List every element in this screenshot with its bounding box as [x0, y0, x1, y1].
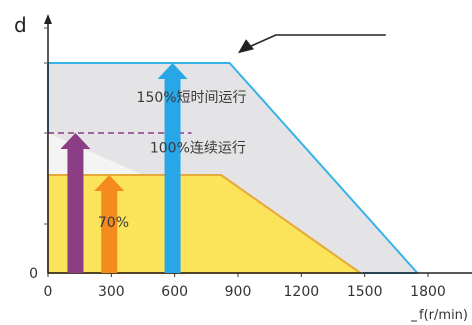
arrow-blue-head [157, 63, 188, 79]
x-tick-label-2: 600 [161, 284, 188, 300]
x-tick-label-3: 900 [225, 284, 252, 300]
callout-arrowhead [238, 39, 254, 54]
x-axis-title: f(r/min) [419, 308, 468, 323]
label-70: 70% [98, 215, 129, 231]
x-tick-label-4: 1200 [284, 284, 320, 300]
x-tick-label-1: 300 [98, 284, 125, 300]
x-tick-label-5: 1500 [347, 284, 383, 300]
x-tick-label-0: 0 [44, 284, 53, 300]
x-tick-label-6: 1800 [410, 284, 446, 300]
arrow-blue-shaft [164, 78, 181, 273]
arrow-purple-shaft [67, 148, 84, 273]
y-axis-title: d [14, 13, 27, 37]
y-tick-label-0: 0 [29, 266, 38, 282]
y-axis-arrowhead [44, 14, 52, 24]
label-100: 100%连续运行 [150, 140, 246, 157]
callout-line [243, 34, 386, 50]
label-150: 150%短时间运行 [137, 90, 247, 106]
arrow-orange-head [94, 175, 125, 191]
arrow-purple-head [60, 133, 91, 149]
arrow-orange-shaft [101, 190, 118, 273]
